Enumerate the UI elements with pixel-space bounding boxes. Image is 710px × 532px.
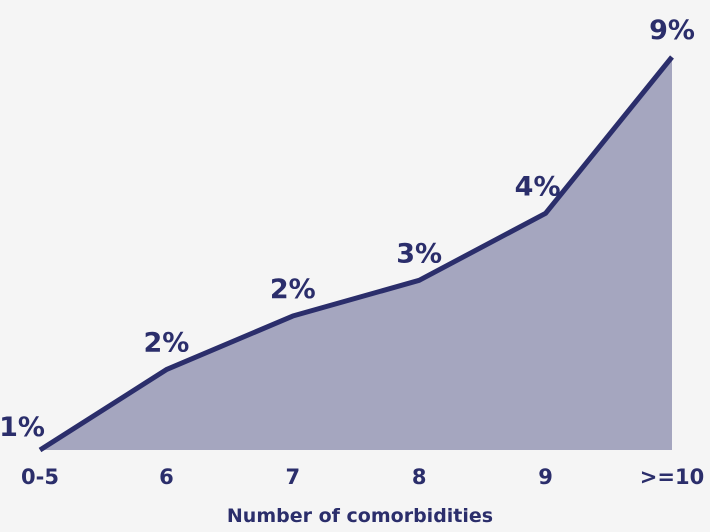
x-tick-label: >=10 — [640, 465, 704, 489]
data-label: 2% — [143, 328, 189, 359]
data-label: 1% — [0, 412, 45, 443]
data-label: 9% — [649, 15, 695, 46]
x-tick-label: 9 — [538, 465, 553, 489]
x-tick-label: 0-5 — [21, 465, 59, 489]
data-labels: 1% 2% 2% 3% 4% 9% — [0, 15, 695, 443]
plot-area — [38, 55, 674, 453]
data-label: 4% — [515, 171, 561, 202]
x-tick-label: 6 — [159, 465, 174, 489]
x-tick-label: 7 — [285, 465, 300, 489]
x-axis-ticks: 0-5 6 7 8 9 >=10 — [21, 465, 704, 489]
area-fill — [40, 57, 672, 450]
x-tick-label: 8 — [412, 465, 427, 489]
x-axis-title: Number of comorbidities — [227, 505, 493, 527]
data-label: 3% — [396, 238, 442, 269]
series-line — [38, 55, 674, 453]
data-label: 2% — [270, 274, 316, 305]
